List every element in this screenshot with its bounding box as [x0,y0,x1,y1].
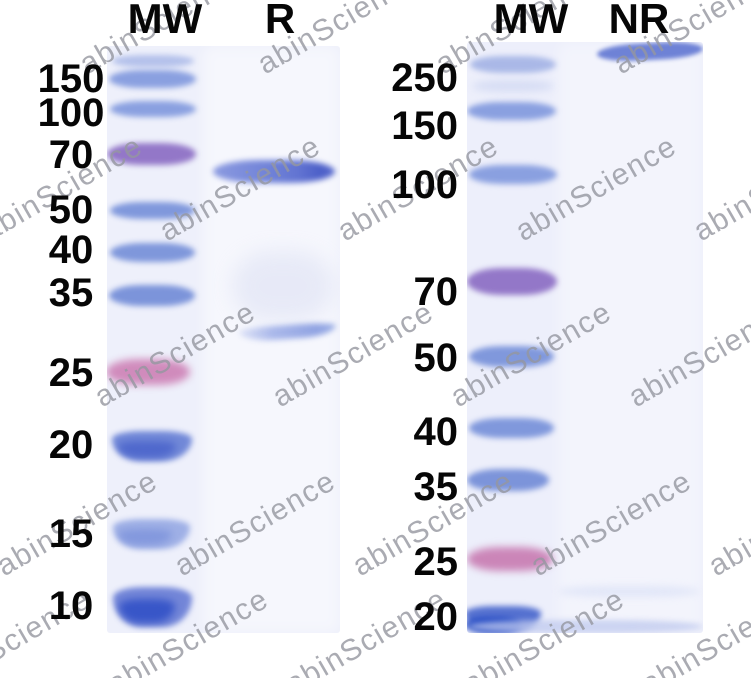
marker-band-250-shadow [472,80,554,92]
marker-band-20-core [118,441,176,458]
marker-label-250kda: 250 [391,56,458,100]
marker-band-50 [110,202,195,219]
marker-label-25kda: 25 [48,351,94,395]
marker-band-70 [467,268,557,295]
marker-label-70kda: 70 [48,133,94,177]
marker-label-35kda: 35 [48,271,94,315]
marker-band-25 [467,547,553,571]
marker-band-40 [110,243,195,262]
marker-label-20kda: 20 [48,423,94,467]
lane-smear [558,586,700,597]
marker-band-50 [469,346,554,367]
marker-label-20kda: 20 [413,595,459,639]
marker-label-40kda: 40 [48,228,94,272]
watermark-text: abinScience [703,464,751,583]
marker-band-35 [467,469,549,491]
marker-label-35kda: 35 [413,465,459,509]
lane-header-mw: MW [493,0,569,42]
marker-label-70kda: 70 [413,270,459,314]
gel-bottom-smear [468,620,703,633]
marker-band-15-core [118,529,172,545]
marker-band-10-core [119,599,175,623]
marker-band-70 [107,143,196,165]
marker-label-25kda: 25 [413,540,459,584]
marker-label-50kda: 50 [413,336,459,380]
lane-header-mw: MW [127,0,203,42]
marker-label-50kda: 50 [48,188,94,232]
marker-band-150 [467,102,556,120]
marker-label-100kda: 100 [37,91,105,135]
marker-label-150kda: 150 [391,104,458,148]
lane-header-r: R [264,0,296,42]
lane-header-nr: NR [608,0,670,42]
lane-lightening [558,42,703,633]
marker-band-35 [109,285,195,306]
marker-band-250 [470,56,556,73]
marker-label-150kda: 150 [37,57,105,101]
marker-band-25 [107,359,190,385]
gel-panel-non-reduced [467,42,703,633]
marker-label-10kda: 10 [48,584,94,628]
gel-panel-reduced [107,46,340,633]
marker-band-100 [469,165,557,184]
lane-smear [232,251,334,321]
marker-band-150 [109,70,196,88]
marker-band-40 [469,418,554,438]
marker-label-100kda: 100 [391,163,458,207]
marker-band-100 [110,101,196,117]
heavy-chain-band [213,160,335,183]
marker-band-250 [112,55,194,67]
marker-label-40kda: 40 [413,410,459,454]
marker-label-15kda: 15 [48,512,94,556]
